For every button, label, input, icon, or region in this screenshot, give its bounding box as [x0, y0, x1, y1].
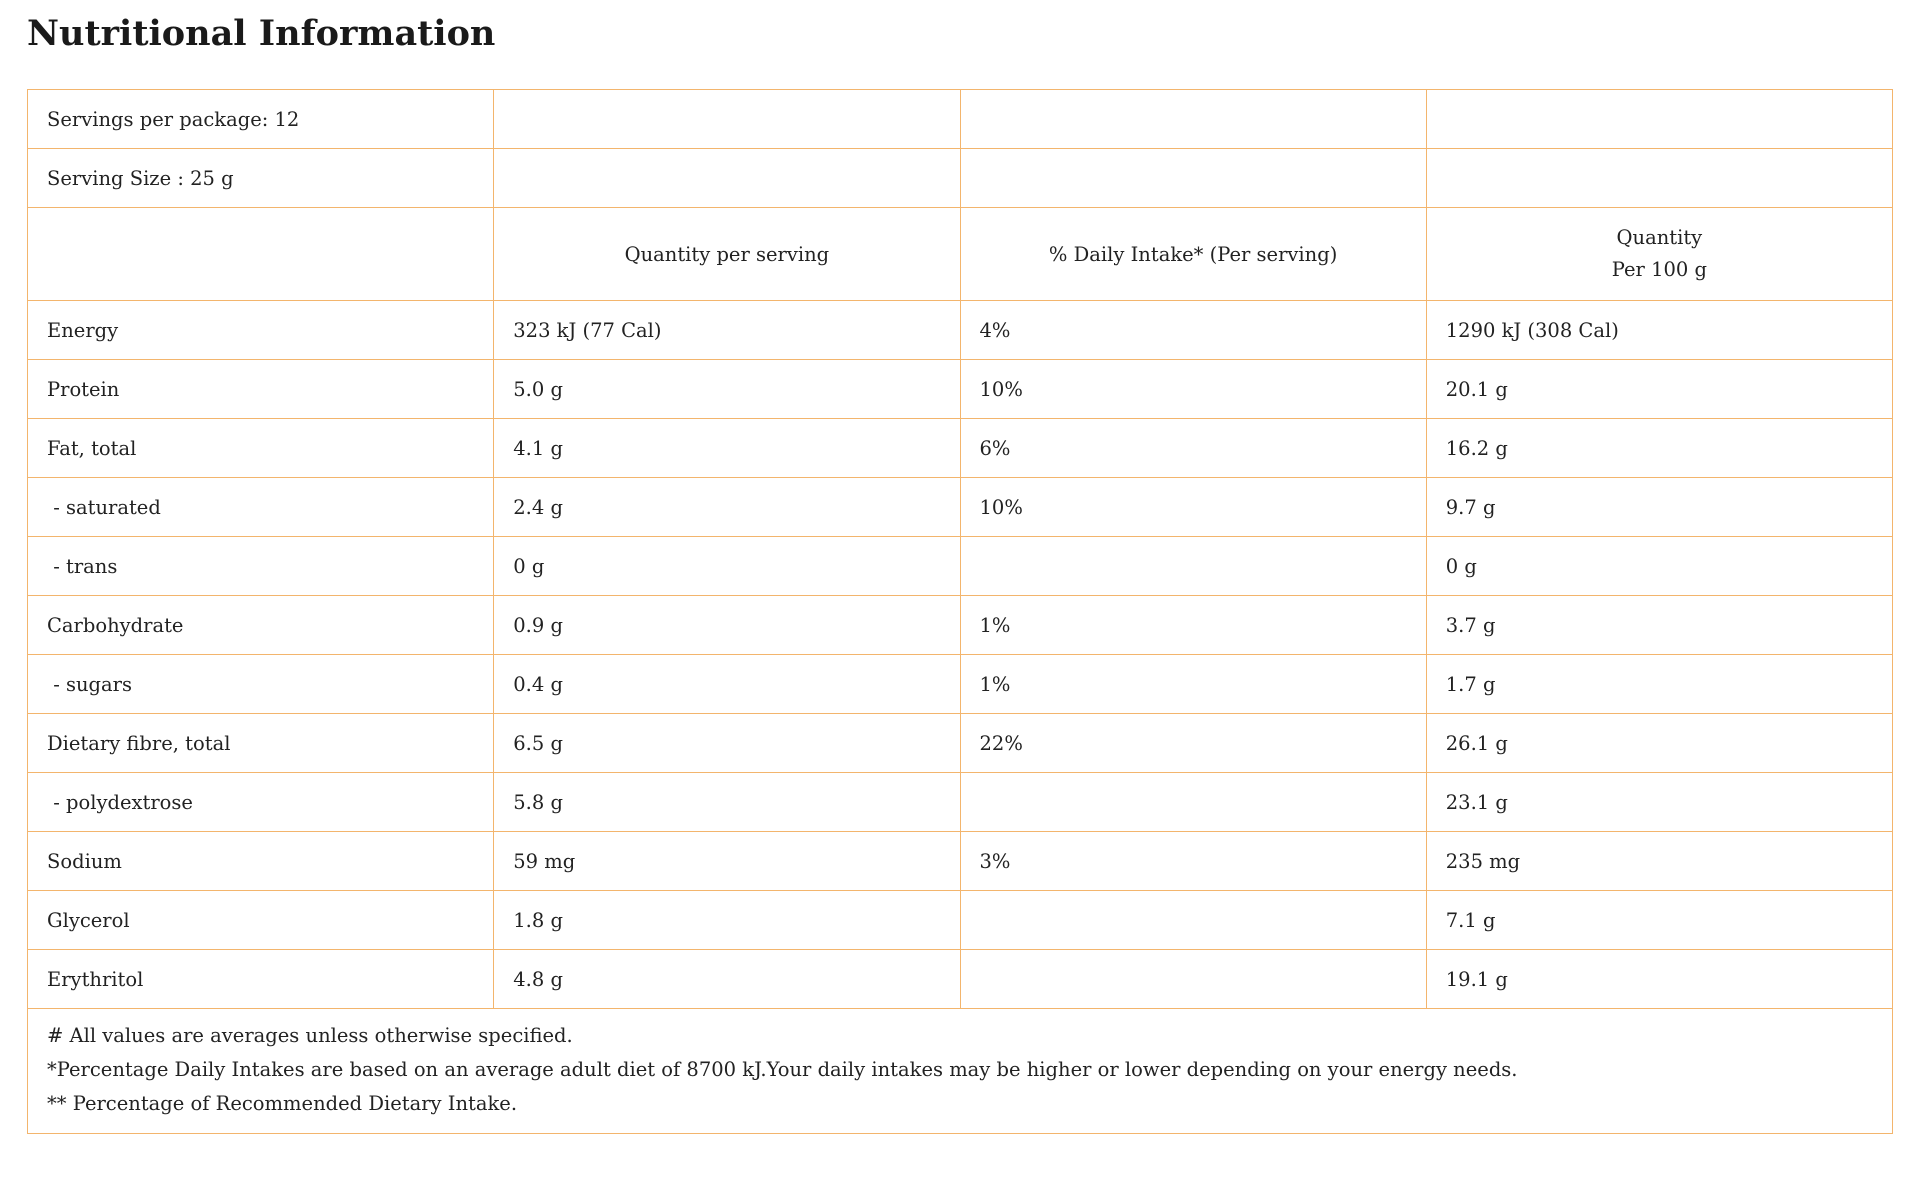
- nutrient-row: - polydextrose 5.8 g 23.1 g: [26, 772, 1894, 832]
- nutrient-row: Carbohydrate 0.9 g 1% 3.7 g: [26, 595, 1894, 655]
- footnote: # All values are averages unless otherwi…: [47, 1024, 573, 1047]
- nutrient-per-serving: 2.4 g: [493, 477, 961, 537]
- nutrient-per-100g: 20.1 g: [1425, 359, 1894, 419]
- nutrient-row: - trans 0 g 0 g: [26, 536, 1894, 596]
- nutrient-daily-intake: [959, 949, 1427, 1009]
- nutrient-row: - saturated 2.4 g 10% 9.7 g: [26, 477, 1894, 537]
- empty-cell: [493, 89, 961, 149]
- nutrient-row: Erythritol 4.8 g 19.1 g: [26, 949, 1894, 1009]
- nutrient-row: Protein 5.0 g 10% 20.1 g: [26, 359, 1894, 419]
- header-qty-per-100g-line2: Per 100 g: [1611, 258, 1707, 281]
- empty-cell: [959, 148, 1427, 208]
- header-qty-per-serving: Quantity per serving: [493, 207, 961, 301]
- nutrient-per-100g: 3.7 g: [1425, 595, 1894, 655]
- nutrient-daily-intake: 6%: [959, 418, 1427, 478]
- column-header-row: Quantity per serving % Daily Intake* (Pe…: [26, 207, 1894, 301]
- servings-row: Servings per package: 12: [26, 89, 1894, 149]
- nutrient-daily-intake: 10%: [959, 359, 1427, 419]
- nutrient-daily-intake: 10%: [959, 477, 1427, 537]
- nutrient-per-serving: 323 kJ (77 Cal): [493, 300, 961, 360]
- header-qty-per-100g: Quantity Per 100 g: [1425, 207, 1894, 301]
- nutrient-daily-intake: [959, 772, 1427, 832]
- nutrient-per-serving: 1.8 g: [493, 890, 961, 950]
- nutrient-per-100g: 235 mg: [1425, 831, 1894, 891]
- nutrient-daily-intake: 22%: [959, 713, 1427, 773]
- nutrient-name: - saturated: [26, 477, 495, 537]
- nutrient-daily-intake: [959, 536, 1427, 596]
- empty-cell: [959, 89, 1427, 149]
- footnotes: # All values are averages unless otherwi…: [27, 1008, 1893, 1134]
- nutrient-name: Dietary fibre, total: [26, 713, 495, 773]
- nutrient-daily-intake: 3%: [959, 831, 1427, 891]
- footnote: ** Percentage of Recommended Dietary Int…: [47, 1092, 518, 1115]
- nutrient-per-serving: 6.5 g: [493, 713, 961, 773]
- nutrient-name: - trans: [26, 536, 495, 596]
- nutrient-per-100g: 1.7 g: [1425, 654, 1894, 714]
- footnote: *Percentage Daily Intakes are based on a…: [47, 1058, 1518, 1081]
- nutrient-per-serving: 0.9 g: [493, 595, 961, 655]
- nutrient-per-serving: 5.8 g: [493, 772, 961, 832]
- page-title: Nutritional Information: [27, 13, 496, 54]
- nutrient-daily-intake: 4%: [959, 300, 1427, 360]
- serving-size: Serving Size : 25 g: [26, 148, 495, 208]
- nutrient-daily-intake: 1%: [959, 654, 1427, 714]
- nutrient-per-serving: 59 mg: [493, 831, 961, 891]
- nutrient-name: Protein: [26, 359, 495, 419]
- nutrient-daily-intake: 1%: [959, 595, 1427, 655]
- nutrient-per-100g: 1290 kJ (308 Cal): [1425, 300, 1894, 360]
- nutrient-row: Dietary fibre, total 6.5 g 22% 26.1 g: [26, 713, 1894, 773]
- nutrient-per-100g: 19.1 g: [1425, 949, 1894, 1009]
- nutrient-row: - sugars 0.4 g 1% 1.7 g: [26, 654, 1894, 714]
- nutrient-row: Energy 323 kJ (77 Cal) 4% 1290 kJ (308 C…: [26, 300, 1894, 360]
- nutrient-per-100g: 9.7 g: [1425, 477, 1894, 537]
- nutrient-per-100g: 7.1 g: [1425, 890, 1894, 950]
- serving-size-row: Serving Size : 25 g: [26, 148, 1894, 208]
- nutrient-name: Fat, total: [26, 418, 495, 478]
- empty-cell: [493, 148, 961, 208]
- nutrient-row: Fat, total 4.1 g 6% 16.2 g: [26, 418, 1894, 478]
- nutrient-name: Carbohydrate: [26, 595, 495, 655]
- empty-header-cell: [26, 207, 495, 301]
- nutrient-name: Sodium: [26, 831, 495, 891]
- nutrient-name: Erythritol: [26, 949, 495, 1009]
- nutrient-name: - polydextrose: [26, 772, 495, 832]
- nutrition-table: Servings per package: 12 Serving Size : …: [26, 89, 1894, 1134]
- servings-per-package: Servings per package: 12: [26, 89, 495, 149]
- nutrient-row: Sodium 59 mg 3% 235 mg: [26, 831, 1894, 891]
- header-qty-per-100g-line1: Quantity: [1616, 226, 1703, 249]
- nutrient-per-serving: 0 g: [493, 536, 961, 596]
- nutrient-per-100g: 0 g: [1425, 536, 1894, 596]
- nutrient-daily-intake: [959, 890, 1427, 950]
- empty-cell: [1425, 148, 1894, 208]
- nutrient-name: Glycerol: [26, 890, 495, 950]
- nutrient-per-serving: 4.1 g: [493, 418, 961, 478]
- nutrient-per-serving: 5.0 g: [493, 359, 961, 419]
- empty-cell: [1425, 89, 1894, 149]
- nutrient-per-100g: 16.2 g: [1425, 418, 1894, 478]
- header-daily-intake: % Daily Intake* (Per serving): [959, 207, 1427, 301]
- nutrient-per-100g: 26.1 g: [1425, 713, 1894, 773]
- nutrient-name: Energy: [26, 300, 495, 360]
- nutrient-name: - sugars: [26, 654, 495, 714]
- nutrient-per-serving: 0.4 g: [493, 654, 961, 714]
- nutrient-row: Glycerol 1.8 g 7.1 g: [26, 890, 1894, 950]
- nutrient-per-100g: 23.1 g: [1425, 772, 1894, 832]
- nutrient-per-serving: 4.8 g: [493, 949, 961, 1009]
- footnotes-row: # All values are averages unless otherwi…: [27, 1008, 1893, 1134]
